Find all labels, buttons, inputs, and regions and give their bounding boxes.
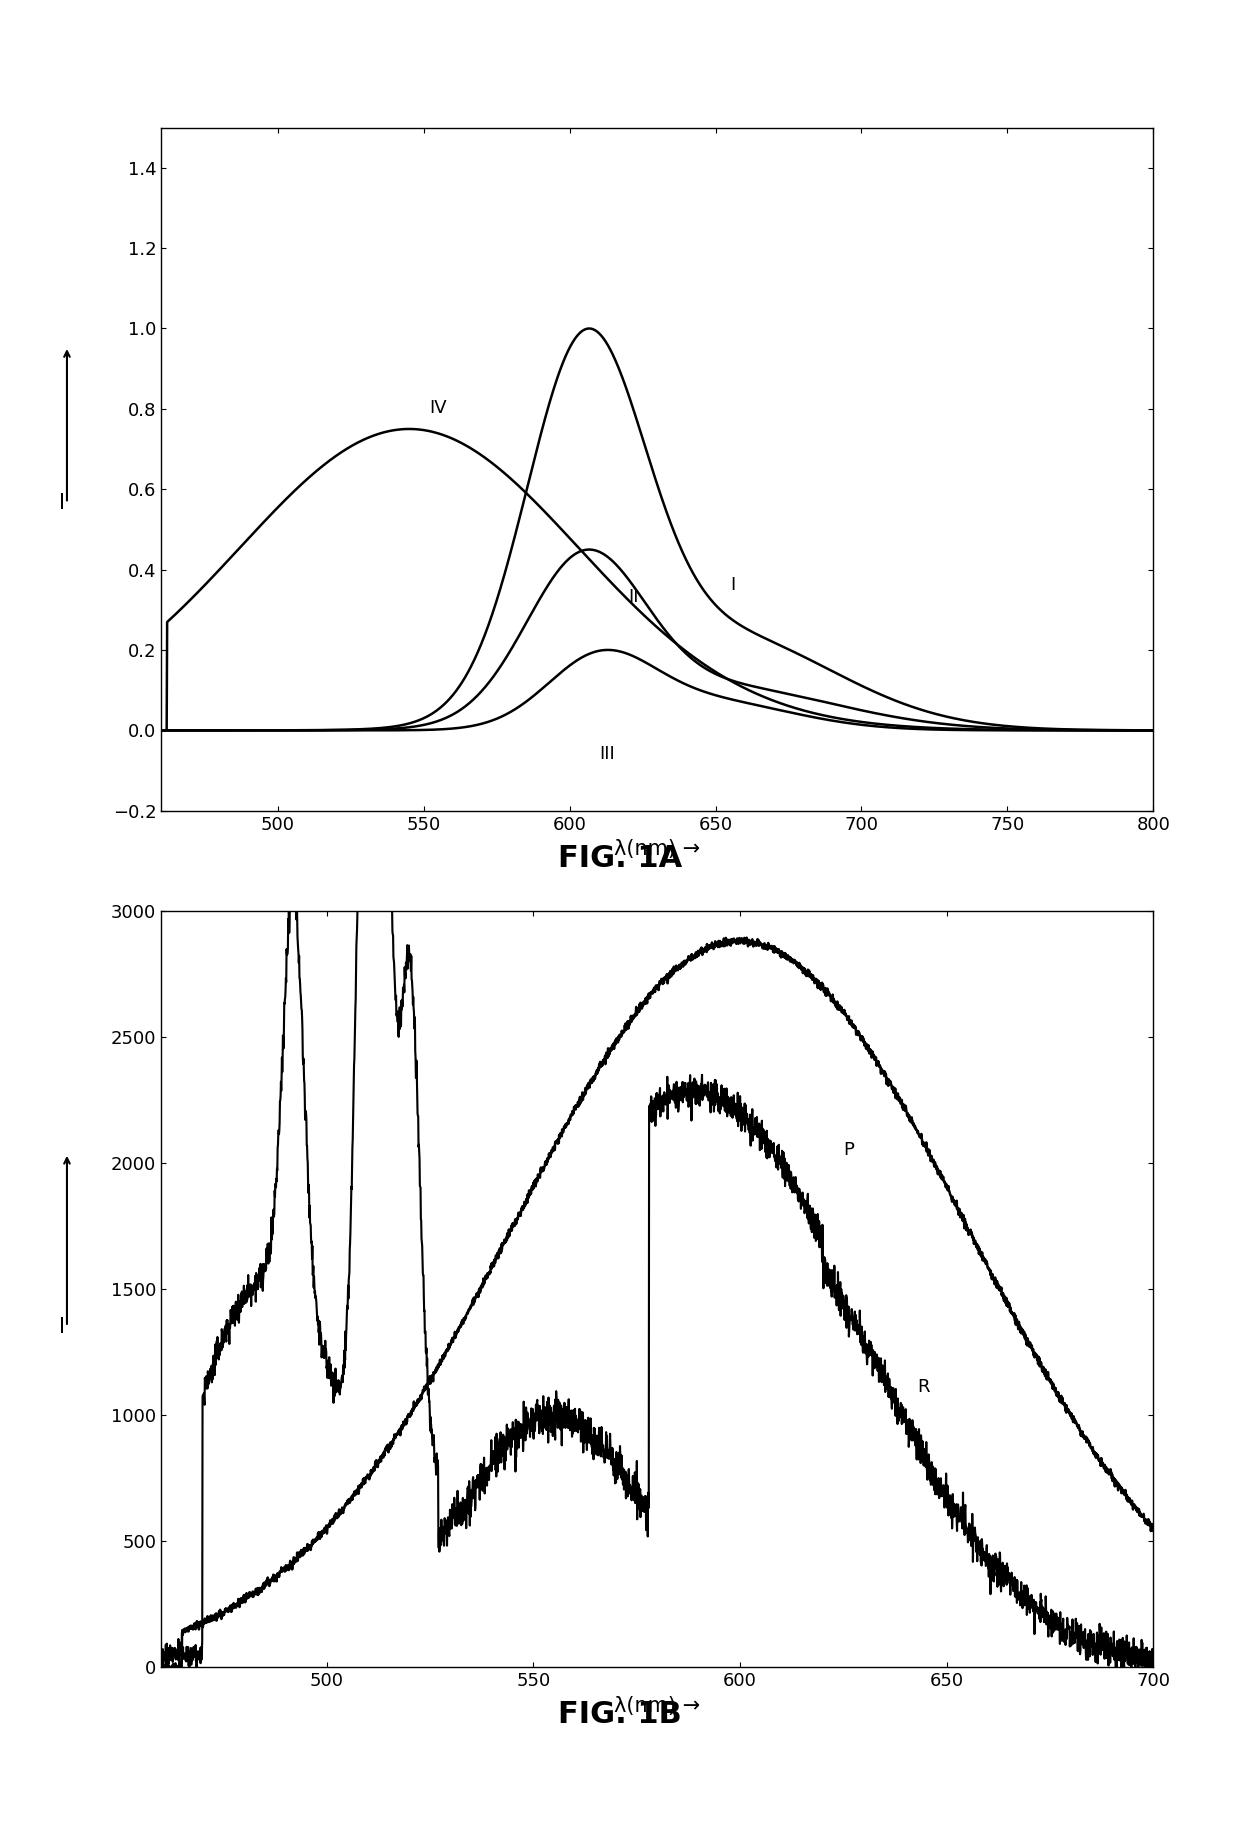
X-axis label: λ(nm) →: λ(nm) →	[614, 1696, 701, 1716]
Text: I: I	[730, 576, 735, 594]
Text: R: R	[918, 1379, 930, 1396]
Text: P: P	[843, 1141, 854, 1159]
Text: FIG. 1B: FIG. 1B	[558, 1700, 682, 1729]
Text: II: II	[627, 589, 639, 605]
Text: FIG. 1A: FIG. 1A	[558, 844, 682, 873]
X-axis label: λ(nm) →: λ(nm) →	[614, 840, 701, 860]
Text: IV: IV	[429, 399, 448, 417]
Text: I: I	[60, 1317, 64, 1337]
Text: III: III	[599, 745, 615, 763]
Text: I: I	[60, 494, 64, 514]
